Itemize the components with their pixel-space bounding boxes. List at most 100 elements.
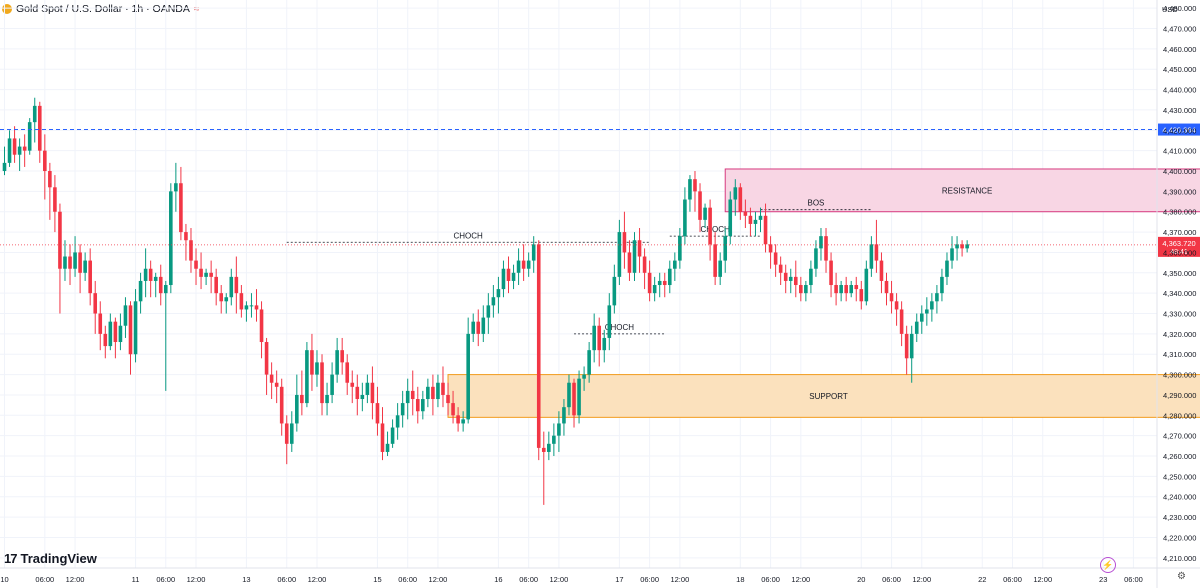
candle-body [269, 374, 274, 383]
candle-body [481, 317, 486, 334]
candle-body [809, 268, 813, 286]
candle-body [516, 260, 521, 273]
candle-body [940, 276, 944, 294]
symbol-title[interactable]: Gold Spot / U.S. Dollar · 1h · OANDA [16, 3, 190, 15]
settings-gear-icon[interactable]: ⚙ [1177, 571, 1186, 582]
candle-body [68, 256, 72, 269]
candle-body [955, 244, 959, 249]
price-tick-label: 4,300.000 [1163, 371, 1196, 380]
candle-body [163, 285, 168, 294]
time-tick-label: 17 [615, 575, 623, 584]
candle-body [365, 382, 370, 395]
candle-body [78, 252, 82, 273]
candle-body [179, 183, 183, 233]
candle-body [153, 276, 158, 281]
structure-label: CHOCH [454, 231, 484, 240]
candle-body [264, 342, 269, 375]
candle-body [950, 248, 954, 261]
candle-body [17, 146, 22, 155]
candle-body [738, 187, 743, 212]
candle-body [204, 272, 208, 277]
price-tick-label: 4,260.000 [1163, 452, 1196, 461]
candle-body [476, 321, 481, 334]
time-tick-label: 12:00 [308, 575, 327, 584]
candle-body [108, 321, 113, 347]
candle-body [284, 423, 289, 444]
price-tick-label: 4,450.000 [1163, 65, 1196, 74]
candle-body [869, 244, 874, 269]
candle-body [662, 280, 667, 286]
candle-body [27, 122, 32, 151]
candle-body [169, 191, 173, 286]
candle-body [708, 207, 712, 245]
lightning-icon[interactable]: ⚡ [1100, 557, 1116, 573]
candle-body [113, 321, 118, 343]
tradingview-brand[interactable]: 17 TradingView [4, 551, 97, 566]
candle-body [426, 386, 430, 400]
candle-body [174, 183, 178, 192]
candle-body [355, 386, 360, 400]
candle-body [451, 403, 455, 416]
time-axis: 10 06:00 12:00 11 06:00 12:00 13 06:00 12:00 15 06… [0, 567, 1200, 584]
horizontal-level-value: 4,420.364 [1162, 126, 1195, 135]
candle-body [637, 240, 642, 257]
time-tick-label: 15 [373, 575, 381, 584]
current-price-tag [1158, 236, 1200, 257]
candle-body [325, 394, 329, 404]
candle-body [683, 199, 687, 237]
candle-body [572, 382, 576, 416]
candle-body [390, 427, 395, 444]
candle-body [229, 276, 234, 298]
price-tick-label: 4,480.000 [1163, 4, 1196, 13]
current-price-value: 4,363.720 [1162, 239, 1195, 248]
time-tick-label: 06:00 [519, 575, 538, 584]
time-tick-label: 12:00 [791, 575, 810, 584]
candle-body [138, 280, 143, 302]
candle-body [73, 252, 77, 269]
candle-body [909, 333, 914, 359]
price-tick-label: 4,410.000 [1163, 147, 1196, 156]
candle-body [466, 333, 470, 420]
candle-body [370, 382, 375, 404]
horizontal-level-tag [1158, 123, 1200, 136]
candle-body [688, 179, 692, 200]
candle-body [884, 280, 889, 294]
candle-body [289, 423, 294, 444]
time-tick-label: 13 [242, 575, 250, 584]
candle-body [63, 256, 67, 269]
candle-body [592, 325, 596, 351]
tradingview-logo-icon: 17 [4, 551, 18, 566]
candle-body [350, 382, 355, 387]
candle-body [536, 244, 541, 448]
candle-body [567, 382, 571, 408]
time-tick-label: 12:00 [550, 575, 569, 584]
zone-label: SUPPORT [809, 392, 848, 401]
candle-body [773, 252, 778, 265]
time-tick-label: 22 [978, 575, 986, 584]
candle-body [310, 350, 314, 375]
candle-body [194, 260, 198, 269]
candle-body [501, 268, 506, 290]
chart-header: Gold Spot / U.S. Dollar · 1h · OANDA ≈ [2, 3, 199, 15]
candle-body [667, 268, 672, 286]
candle-body [904, 333, 909, 359]
candle-body [214, 276, 218, 294]
candle-body [844, 285, 848, 294]
candle-body [199, 268, 203, 277]
candle-body [824, 236, 828, 261]
candle-body [305, 350, 309, 404]
candle-body [133, 301, 138, 355]
candle-body [935, 293, 939, 302]
candle-body [400, 403, 405, 416]
candle-body [53, 187, 57, 212]
candle-body [274, 382, 279, 387]
price-tick-label: 4,420.000 [1163, 126, 1196, 135]
candle-body [874, 244, 879, 261]
candle-body [834, 285, 838, 294]
candle-body [526, 260, 531, 269]
time-tick-label: 12:00 [429, 575, 448, 584]
structure-label: BOS [807, 199, 824, 208]
candle-body [410, 390, 415, 400]
candle-body [698, 191, 702, 220]
